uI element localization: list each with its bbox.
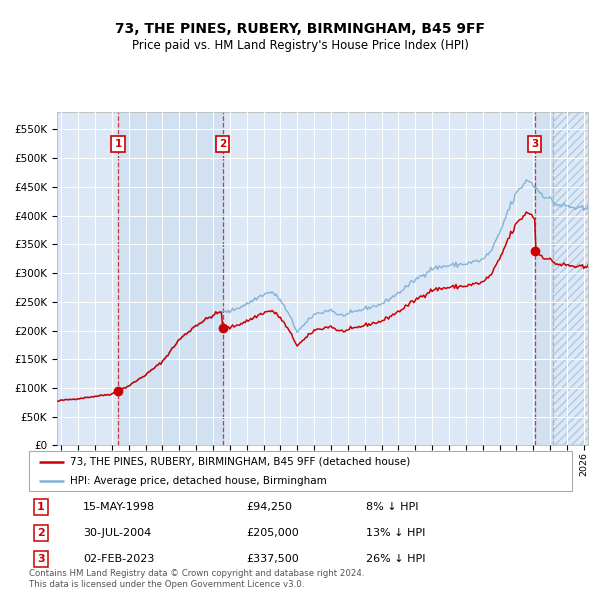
Text: 2: 2	[219, 139, 226, 149]
Text: 3: 3	[37, 554, 44, 564]
Text: £205,000: £205,000	[246, 528, 299, 538]
Text: 73, THE PINES, RUBERY, BIRMINGHAM, B45 9FF: 73, THE PINES, RUBERY, BIRMINGHAM, B45 9…	[115, 22, 485, 37]
Text: 02-FEB-2023: 02-FEB-2023	[83, 554, 155, 564]
FancyBboxPatch shape	[29, 451, 572, 491]
Text: 1: 1	[115, 139, 122, 149]
Text: £337,500: £337,500	[246, 554, 299, 564]
Bar	[118, 112, 223, 445]
Text: Price paid vs. HM Land Registry's House Price Index (HPI): Price paid vs. HM Land Registry's House …	[131, 39, 469, 52]
Text: £94,250: £94,250	[246, 502, 292, 512]
Text: 2: 2	[37, 528, 44, 538]
Text: 1: 1	[37, 502, 44, 512]
Text: 73, THE PINES, RUBERY, BIRMINGHAM, B45 9FF (detached house): 73, THE PINES, RUBERY, BIRMINGHAM, B45 9…	[70, 457, 410, 467]
Bar	[553, 112, 588, 445]
Text: 26% ↓ HPI: 26% ↓ HPI	[366, 554, 425, 564]
Text: 8% ↓ HPI: 8% ↓ HPI	[366, 502, 418, 512]
Text: Contains HM Land Registry data © Crown copyright and database right 2024.
This d: Contains HM Land Registry data © Crown c…	[29, 569, 364, 589]
Text: HPI: Average price, detached house, Birmingham: HPI: Average price, detached house, Birm…	[70, 476, 326, 486]
Text: 30-JUL-2004: 30-JUL-2004	[83, 528, 151, 538]
Bar	[535, 112, 553, 445]
Text: 3: 3	[531, 139, 538, 149]
Text: 13% ↓ HPI: 13% ↓ HPI	[366, 528, 425, 538]
Text: 15-MAY-1998: 15-MAY-1998	[83, 502, 155, 512]
